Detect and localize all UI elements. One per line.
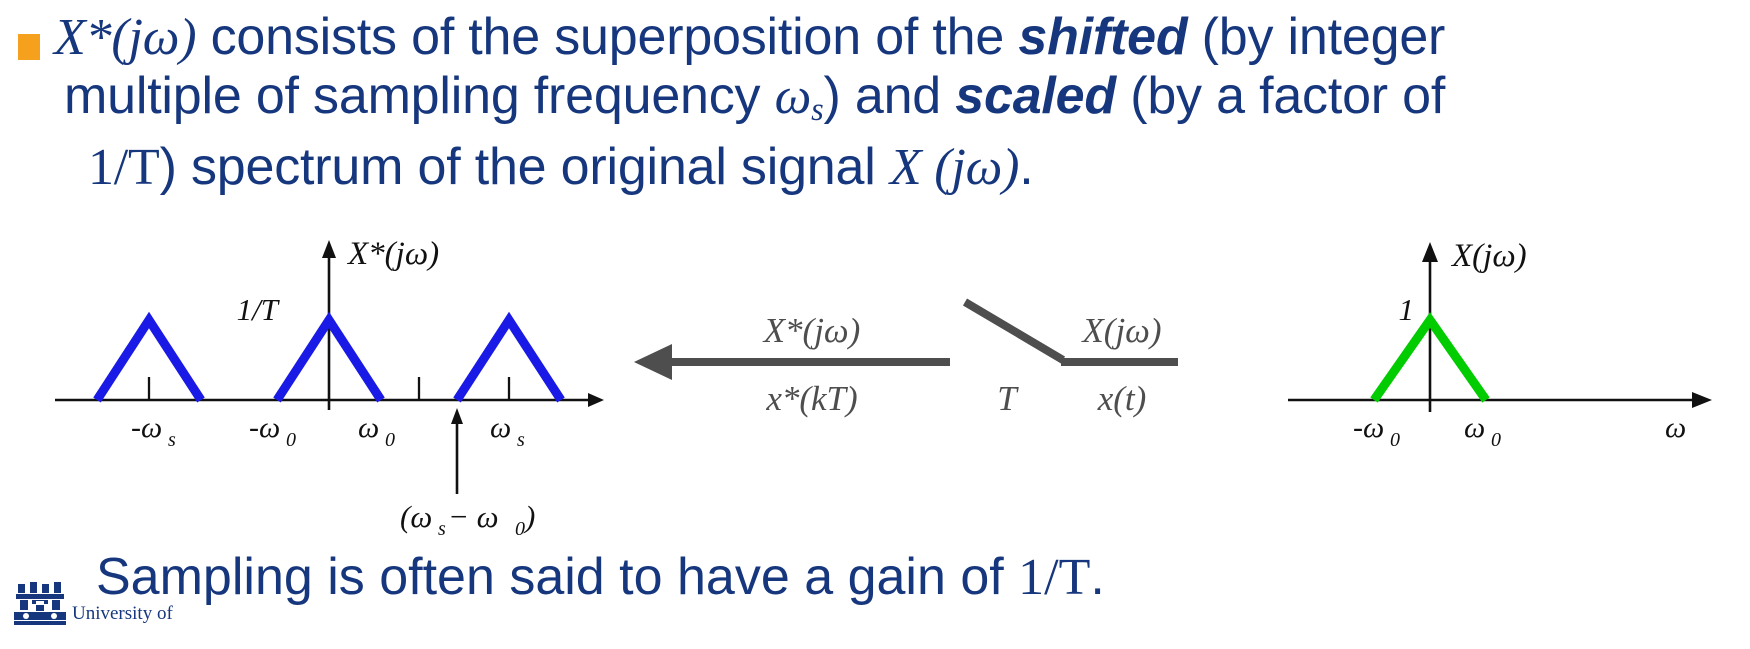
sampler-block: X*(jω) x*(kT) T X(jω) x(t) — [634, 298, 1178, 418]
right-chart-x-axis-label: ω — [1665, 411, 1686, 444]
bottom-statement-math: 1/T — [1018, 549, 1091, 606]
math-one-over-t: 1/T — [88, 139, 160, 197]
left-chart-tick-label-pos-ws: ω s — [490, 411, 525, 451]
left-chart-replica-pos-ws — [453, 311, 565, 403]
bullet-text-block: X*(jω) consists of the superposition of … — [8, 8, 1748, 197]
left-chart-tick-label-neg-w0-main: -ω — [249, 411, 280, 444]
left-chart-tick-label-neg-ws-main: -ω — [131, 411, 162, 444]
bullet-line3-text-1: ) spectrum of the original signal — [159, 138, 890, 197]
sampling-spectrum-figure: X*(jω) 1/T -ω s -ω 0 ω 0 ω s (ω s − ω 0 — [0, 232, 1750, 542]
right-chart-original-spectrum: X(jω) 1 -ω 0 ω 0 ω — [1288, 238, 1712, 451]
emphasis-shifted: shifted — [1018, 8, 1188, 66]
sampler-switch-arm — [962, 298, 1066, 364]
emphasis-scaled: scaled — [955, 67, 1116, 125]
bottom-statement-text-b: . — [1090, 548, 1105, 606]
castle-crest-icon — [14, 582, 66, 625]
omega-subscript-s: s — [811, 91, 824, 128]
bullet-line-3: 1/T) spectrum of the original signal X (… — [8, 138, 1748, 197]
sampler-input-transform-label: X(jω) — [1080, 311, 1161, 350]
left-chart-axis-title: X*(jω) — [346, 236, 439, 272]
left-chart-annotation-open: (ω — [400, 499, 432, 534]
logo-wordmark: University of — [72, 603, 173, 624]
bottom-statement-text: Sampling is often said to have a gain of… — [0, 548, 1750, 607]
left-chart-annotation-close: ) — [523, 499, 535, 534]
left-chart-tick-label-pos-w0-sub: 0 — [385, 429, 395, 451]
left-chart-x-axis-arrow-icon — [588, 393, 604, 407]
right-chart-y-axis-arrow-icon — [1422, 242, 1438, 262]
math-x-jw: X (jω) — [889, 139, 1020, 197]
right-chart-tick-label-pos-w0-sub: 0 — [1491, 429, 1501, 451]
left-chart-tick-label-neg-ws-sub: s — [168, 429, 176, 451]
bullet-line-1: X*(jω) consists of the superposition of … — [8, 8, 1748, 67]
left-chart-tick-label-neg-w0-sub: 0 — [286, 429, 296, 451]
left-chart-callout-arrow-icon — [451, 408, 463, 424]
sampler-input-time-label: x(t) — [1097, 379, 1147, 418]
sampler-output-transform-label: X*(jω) — [762, 311, 861, 350]
math-x-star-jw: X*(jω) — [54, 9, 197, 66]
left-chart-annotation-sub-s: s — [438, 518, 446, 540]
right-chart-tick-label-neg-w0: -ω 0 — [1353, 411, 1400, 451]
bullet-line2-text-1: multiple of sampling frequency — [64, 67, 775, 125]
university-logo: University of — [14, 580, 214, 644]
left-chart-tick-label-pos-ws-sub: s — [517, 429, 525, 451]
right-chart-triangle — [1370, 312, 1490, 403]
bullet-line3-text-2: . — [1019, 138, 1034, 197]
left-chart-y-axis-arrow-icon — [322, 240, 336, 258]
left-chart-annotation-sub-0: 0 — [515, 518, 525, 540]
bullet-line1-text-2: (by integer — [1187, 8, 1446, 66]
sampler-period-label: T — [997, 379, 1019, 418]
right-chart-x-axis-arrow-icon — [1692, 392, 1712, 408]
right-chart-tick-label-neg-w0-sub: 0 — [1390, 429, 1400, 451]
bullet-line-2: multiple of sampling frequency ωs) and s… — [8, 67, 1748, 138]
bullet-line2-text-2: ) and — [823, 67, 956, 125]
left-chart-sampled-spectrum: X*(jω) 1/T -ω s -ω 0 ω 0 ω s (ω s − ω 0 — [55, 236, 604, 540]
left-chart-tick-label-neg-w0: -ω 0 — [249, 411, 296, 451]
bullet-line1-text-1: consists of the superposition of the — [196, 8, 1019, 66]
left-chart-annotation-minus-omega: − ω — [448, 499, 499, 534]
bottom-statement: Sampling is often said to have a gain of… — [0, 548, 1750, 607]
sampler-output-time-label: x*(kT) — [765, 379, 857, 418]
left-chart-replica-neg-ws — [93, 311, 205, 403]
left-chart-annotation: (ω s − ω 0 ) — [400, 499, 535, 540]
left-chart-tick-label-pos-w0: ω 0 — [358, 411, 395, 451]
right-chart-tick-label-neg-w0-main: -ω — [1353, 411, 1384, 444]
bullet-marker-icon — [18, 34, 40, 60]
math-omega-s: ωs — [774, 68, 824, 128]
left-chart-replica-baseband — [273, 311, 385, 403]
sampler-output-arrow-icon — [634, 344, 672, 380]
left-chart-tick-label-neg-ws: -ω s — [131, 411, 176, 451]
right-chart-axis-title: X(jω) — [1450, 238, 1527, 274]
bullet-line2-text-3: (by a factor of — [1115, 67, 1446, 125]
left-chart-tick-label-pos-w0-main: ω — [358, 411, 379, 444]
right-chart-tick-label-pos-w0-main: ω — [1464, 411, 1485, 444]
right-chart-peak-label: 1 — [1399, 292, 1415, 327]
right-chart-tick-label-pos-w0: ω 0 — [1464, 411, 1501, 451]
omega-glyph: ω — [774, 68, 812, 125]
left-chart-peak-label: 1/T — [237, 292, 281, 327]
bottom-statement-text-a: Sampling is often said to have a gain of — [96, 548, 1019, 606]
left-chart-tick-label-pos-ws-main: ω — [490, 411, 511, 444]
